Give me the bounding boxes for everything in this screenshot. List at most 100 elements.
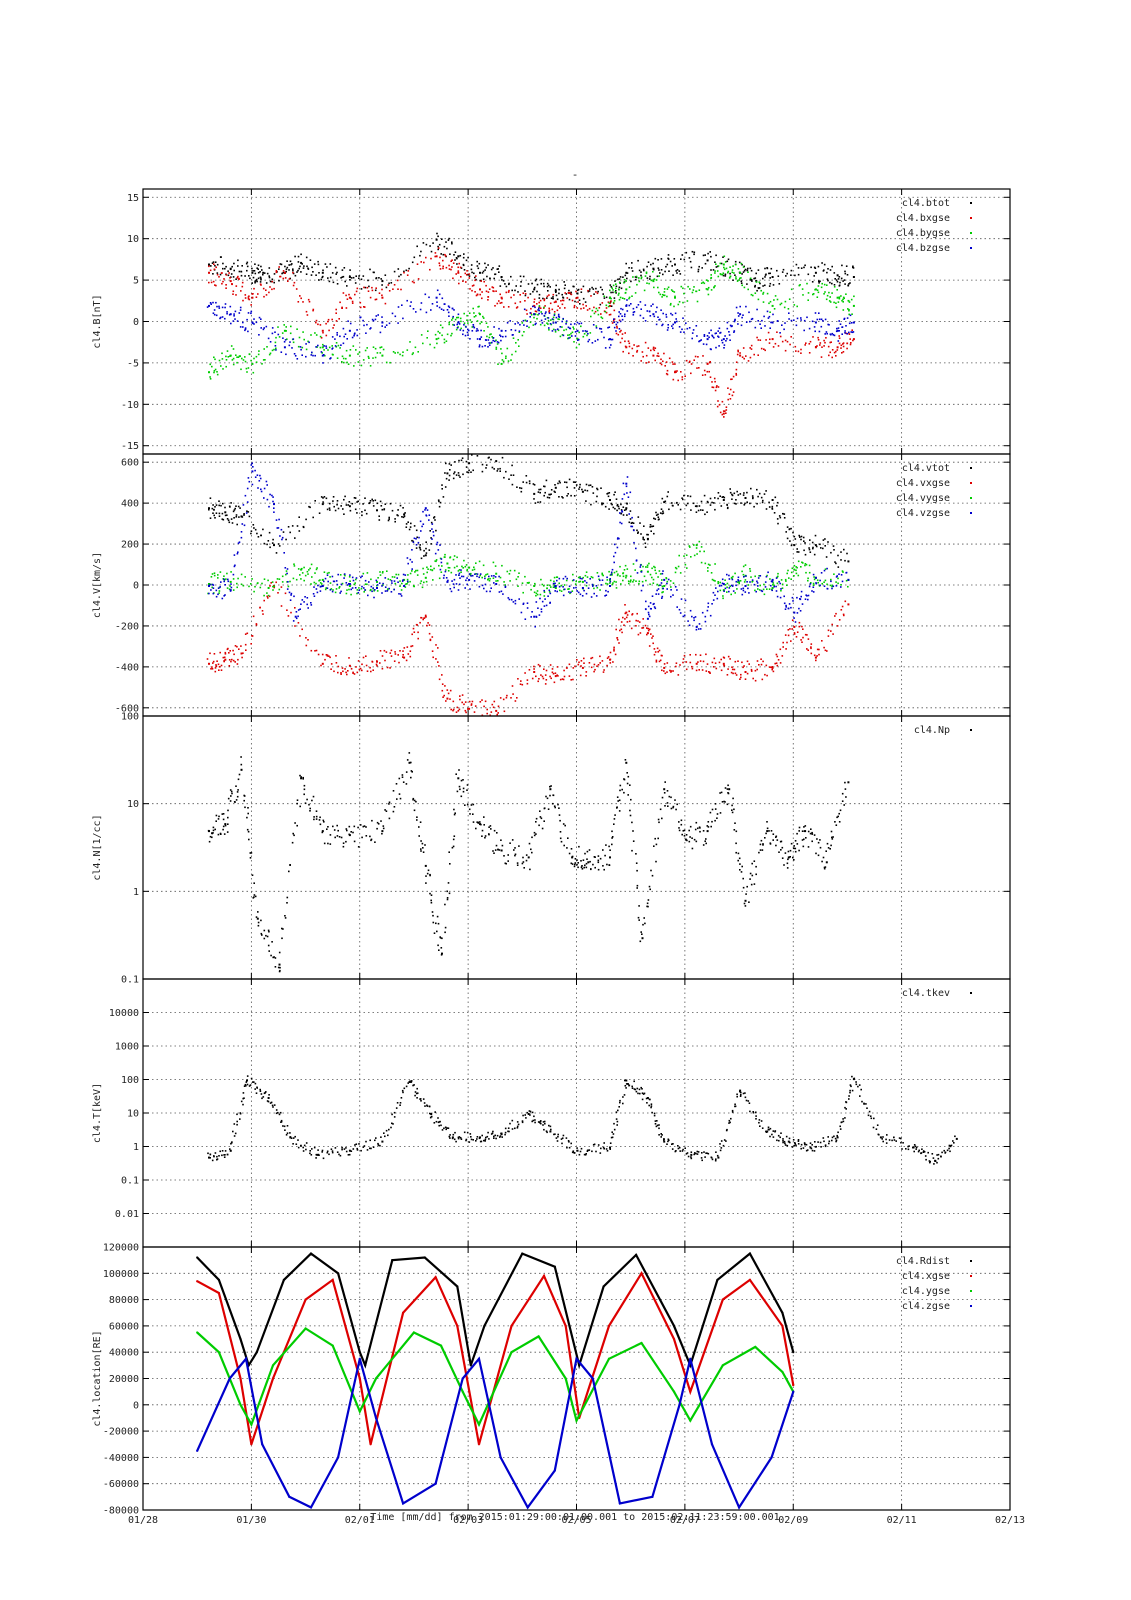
data-point bbox=[552, 328, 555, 331]
data-point bbox=[289, 864, 291, 866]
data-point bbox=[284, 277, 287, 279]
data-point bbox=[515, 307, 518, 309]
data-point bbox=[416, 624, 418, 626]
data-point bbox=[225, 265, 227, 268]
data-point bbox=[606, 583, 609, 585]
data-point bbox=[209, 652, 211, 655]
data-point bbox=[390, 591, 393, 593]
data-point bbox=[416, 263, 419, 265]
data-point bbox=[212, 301, 214, 304]
data-point bbox=[344, 495, 346, 498]
data-point bbox=[292, 338, 295, 340]
data-point bbox=[218, 669, 220, 671]
data-point bbox=[437, 248, 439, 251]
data-point bbox=[252, 276, 255, 279]
data-point bbox=[452, 709, 454, 712]
data-point bbox=[315, 274, 317, 276]
data-point bbox=[540, 278, 543, 281]
data-point bbox=[230, 571, 232, 573]
data-point bbox=[635, 580, 637, 582]
data-point bbox=[340, 505, 342, 507]
data-point bbox=[655, 323, 658, 326]
data-point bbox=[672, 327, 674, 330]
data-point bbox=[664, 500, 667, 503]
data-point bbox=[730, 378, 732, 381]
data-point bbox=[292, 284, 295, 287]
data-point bbox=[559, 678, 562, 681]
data-point bbox=[311, 266, 313, 269]
data-point bbox=[327, 318, 330, 321]
data-point bbox=[678, 608, 681, 611]
data-point bbox=[376, 590, 379, 592]
data-point bbox=[296, 328, 298, 330]
data-point bbox=[799, 598, 802, 601]
data-point bbox=[746, 491, 748, 494]
data-point bbox=[534, 323, 536, 326]
data-point bbox=[671, 361, 674, 363]
data-point bbox=[734, 660, 737, 663]
data-point bbox=[653, 532, 655, 535]
data-point bbox=[280, 605, 283, 607]
data-point bbox=[808, 564, 811, 567]
data-point bbox=[281, 581, 284, 583]
data-point bbox=[425, 875, 427, 877]
data-point bbox=[450, 260, 452, 262]
data-point bbox=[315, 818, 318, 820]
data-point bbox=[852, 339, 854, 342]
data-point bbox=[606, 657, 609, 659]
data-point bbox=[617, 537, 619, 539]
data-point bbox=[533, 301, 535, 303]
data-point bbox=[381, 508, 384, 511]
data-point bbox=[281, 332, 284, 334]
data-point bbox=[422, 573, 425, 575]
data-point bbox=[458, 569, 461, 571]
data-point bbox=[240, 290, 242, 292]
data-point bbox=[485, 266, 487, 269]
data-point bbox=[728, 277, 731, 279]
data-point bbox=[286, 896, 289, 899]
data-point bbox=[691, 332, 694, 334]
data-point bbox=[760, 589, 763, 592]
data-point bbox=[480, 321, 483, 323]
data-point bbox=[779, 332, 781, 334]
data-point bbox=[388, 803, 390, 805]
data-point bbox=[788, 298, 791, 300]
data-point bbox=[250, 852, 253, 854]
data-point bbox=[269, 493, 271, 496]
data-point bbox=[564, 292, 566, 294]
data-point bbox=[208, 281, 210, 284]
data-point bbox=[457, 589, 460, 591]
data-point bbox=[440, 253, 442, 255]
data-point bbox=[848, 309, 850, 312]
data-point bbox=[813, 326, 816, 328]
data-point bbox=[773, 308, 776, 310]
data-point bbox=[782, 512, 784, 515]
data-point bbox=[297, 255, 300, 258]
data-point bbox=[492, 577, 495, 579]
data-point bbox=[459, 317, 462, 320]
data-point bbox=[826, 278, 829, 280]
data-point bbox=[558, 496, 560, 498]
data-point bbox=[500, 348, 502, 350]
data-point bbox=[212, 261, 215, 263]
data-point bbox=[402, 656, 404, 658]
data-point bbox=[838, 619, 841, 621]
data-point bbox=[273, 281, 275, 284]
data-point bbox=[634, 276, 637, 278]
data-point bbox=[287, 581, 289, 583]
data-point bbox=[698, 623, 701, 625]
data-point bbox=[728, 334, 731, 336]
data-point bbox=[489, 277, 491, 280]
data-point bbox=[315, 321, 317, 324]
data-point bbox=[336, 835, 339, 837]
data-point bbox=[666, 495, 669, 498]
data-point bbox=[724, 584, 727, 586]
data-point bbox=[446, 247, 448, 250]
data-point bbox=[429, 343, 431, 346]
data-point bbox=[534, 502, 537, 504]
data-point bbox=[468, 566, 471, 569]
panel-1: 151050-5-10-15cl4.B[nT]cl4.btotcl4.bxgse… bbox=[92, 188, 1011, 455]
data-point bbox=[618, 286, 621, 289]
data-point bbox=[756, 582, 759, 584]
data-point bbox=[747, 288, 749, 291]
